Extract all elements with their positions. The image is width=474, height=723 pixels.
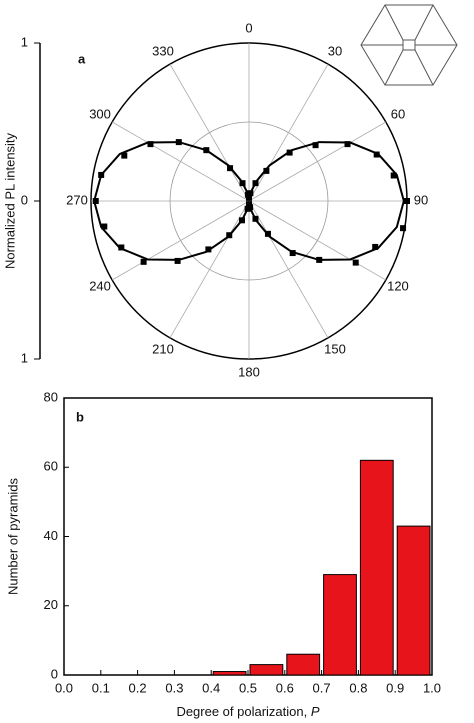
data-point (316, 256, 323, 263)
x-tick-label: 0.6 (276, 680, 294, 695)
y-tick-label: 40 (44, 528, 58, 543)
data-point (286, 149, 293, 156)
y-tick-label: 1 (21, 350, 28, 365)
data-point (121, 152, 128, 159)
x-axis-label-variable: P (311, 704, 320, 719)
y-tick-label: 60 (44, 459, 58, 474)
grid-spoke (111, 200, 250, 281)
grid-spoke (248, 63, 329, 202)
data-point (92, 198, 99, 204)
bar (249, 664, 284, 676)
grid-spoke (111, 121, 250, 202)
data-point (312, 142, 319, 149)
grid-spoke (248, 121, 387, 202)
data-point (140, 258, 147, 265)
x-tick-label: 1.0 (423, 680, 441, 695)
data-point (147, 141, 154, 148)
y-tick-label: 1 (21, 34, 28, 49)
angle-label: 270 (66, 192, 88, 207)
data-point (101, 223, 108, 230)
data-point (244, 205, 251, 212)
data-point (174, 257, 181, 264)
data-point (352, 259, 359, 266)
y-tick-label: 0 (21, 192, 28, 207)
data-point (400, 225, 407, 232)
data-point (289, 250, 296, 257)
x-tick-label: 0.7 (313, 680, 331, 695)
angle-label: 90 (414, 192, 428, 207)
angle-label: 330 (152, 43, 174, 58)
data-point (239, 180, 246, 187)
data-point (205, 246, 212, 253)
grid-spoke (169, 63, 250, 202)
bar (396, 525, 431, 676)
data-point (227, 165, 234, 172)
hexagon-icon (360, 4, 458, 86)
y-axis-label: Number of pyramids (5, 477, 20, 595)
x-tick-label: 0.1 (92, 680, 110, 695)
grid-spoke (248, 200, 387, 281)
data-point (246, 201, 252, 208)
data-point (404, 198, 410, 204)
x-tick-label: 0.0 (55, 680, 73, 695)
data-point (372, 243, 379, 250)
angle-label: 0 (245, 20, 252, 35)
data-point (390, 172, 397, 179)
angle-label: 30 (328, 43, 342, 58)
x-axis-label: Degree of polarization, P (176, 704, 319, 719)
grid-spoke (248, 200, 329, 339)
y-tick-label: 0 (51, 666, 58, 681)
y-axis-label: Normalized PL intensity (2, 132, 17, 269)
panel-label: b (76, 409, 84, 424)
x-tick-label: 0.9 (386, 680, 404, 695)
data-point (246, 194, 252, 201)
angle-label: 210 (152, 341, 174, 356)
data-point (252, 180, 259, 187)
data-point (98, 171, 105, 178)
data-point (264, 230, 271, 237)
data-point (373, 151, 380, 158)
y-tick-label: 80 (44, 389, 58, 404)
panel-label: a (78, 51, 86, 66)
data-point (118, 244, 125, 251)
data-point (244, 191, 251, 198)
data-point (203, 147, 210, 154)
x-tick-label: 0.5 (239, 680, 257, 695)
bar (359, 459, 394, 676)
data-point (344, 141, 351, 148)
grid-spoke (169, 200, 250, 339)
bar (212, 671, 247, 676)
x-tick-label: 0.3 (165, 680, 183, 695)
y-tick-label: 20 (44, 597, 58, 612)
x-axis-label-text: Degree of polarization, (176, 704, 307, 719)
angle-label: 60 (391, 106, 405, 121)
data-point (226, 232, 233, 239)
angle-label: 300 (89, 106, 111, 121)
x-tick-label: 0.4 (202, 680, 220, 695)
angle-label: 240 (89, 278, 111, 293)
data-point (175, 139, 182, 146)
angle-label: 120 (387, 278, 409, 293)
bar (323, 574, 357, 676)
x-tick-label: 0.2 (129, 680, 147, 695)
bar (286, 653, 321, 676)
data-point (263, 167, 270, 174)
data-point (252, 215, 259, 222)
angle-label: 180 (238, 364, 260, 379)
angle-label: 150 (324, 341, 346, 356)
x-tick-label: 0.8 (349, 680, 367, 695)
data-point (238, 217, 245, 224)
